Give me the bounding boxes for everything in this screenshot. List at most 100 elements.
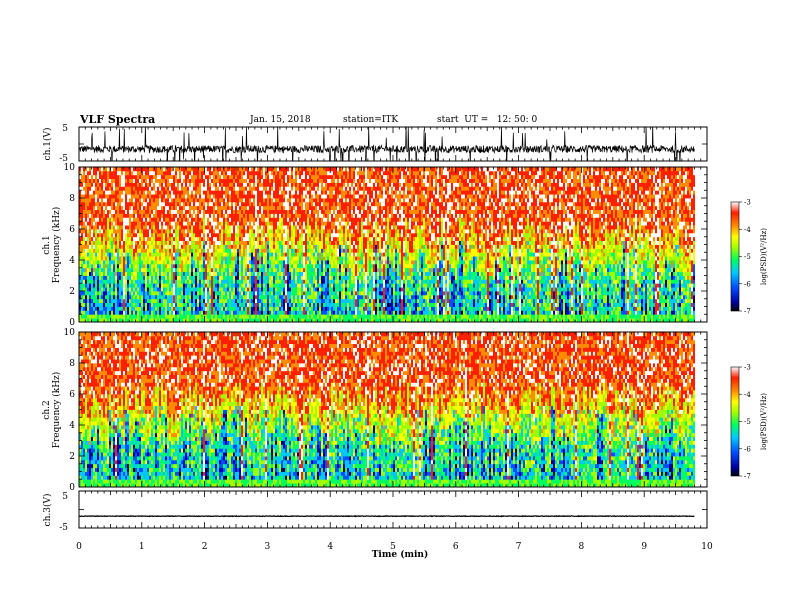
spectrogram-cell (257, 307, 259, 311)
spectrogram-cell (145, 175, 147, 179)
spectrogram-cell (239, 241, 241, 245)
spectrogram-cell (213, 217, 215, 221)
spectrogram-cell (275, 279, 277, 283)
spectrogram-cell (203, 202, 205, 206)
spectrogram-cell (225, 198, 227, 202)
spectrogram-cell (311, 186, 313, 190)
spectrogram-cell (277, 237, 279, 241)
spectrogram-cell (99, 272, 101, 276)
spectrogram-cell (197, 198, 199, 202)
spectrogram-cell (89, 210, 91, 214)
spectrogram-cell (291, 202, 293, 206)
spectrogram-cell (231, 171, 233, 175)
spectrogram-cell (257, 171, 259, 175)
spectrogram-cell (171, 225, 173, 229)
spectrogram-cell (95, 175, 97, 179)
spectrogram-cell (311, 175, 313, 179)
spectrogram-cell (231, 283, 233, 287)
spectrogram-cell (131, 295, 133, 299)
spectrogram-cell (133, 206, 135, 210)
spectrogram-cell (225, 225, 227, 229)
spectrogram-cell (223, 264, 225, 268)
spectrogram-cell (161, 310, 163, 314)
spectrogram-cell (155, 252, 157, 256)
spectrogram-cell (305, 307, 307, 311)
spectrogram-cell (297, 175, 299, 179)
spectrogram-cell (297, 241, 299, 245)
spectrogram-cell (159, 183, 161, 187)
spectrogram-cell (243, 229, 245, 233)
spectrogram-cell (135, 206, 137, 210)
spectrogram-cell (115, 214, 117, 218)
spectrogram-cell (265, 179, 267, 183)
spectrogram-cell (231, 221, 233, 225)
spectrogram-cell (283, 210, 285, 214)
spectrogram-cell (293, 237, 295, 241)
spectrogram-cell (165, 190, 167, 194)
spectrogram-cell (85, 186, 87, 190)
spectrogram-cell (195, 279, 197, 283)
ch1-spectrogram-plot (79, 167, 695, 322)
spectrogram-cell (211, 225, 213, 229)
spectrogram-cell (133, 229, 135, 233)
spectrogram-cell (209, 252, 211, 256)
spectrogram-cell (135, 175, 137, 179)
spectrogram-cell (113, 314, 115, 318)
spectrogram-cell (231, 295, 233, 299)
spectrogram-cell (295, 194, 297, 198)
spectrogram-cell (235, 229, 237, 233)
spectrogram-cell (299, 264, 301, 268)
spectrogram-cell (207, 221, 209, 225)
spectrogram-cell (207, 307, 209, 311)
spectrogram-cell (121, 210, 123, 214)
spectrogram-cell (265, 268, 267, 272)
spectrogram-cell (267, 221, 269, 225)
spectrogram-cell (147, 183, 149, 187)
spectrogram-cell (119, 245, 121, 249)
spectrogram-cell (263, 167, 265, 171)
spectrogram-cell (183, 279, 185, 283)
spectrogram-cell (223, 175, 225, 179)
spectrogram-cell (187, 190, 189, 194)
spectrogram-cell (123, 225, 125, 229)
spectrogram-cell (181, 310, 183, 314)
spectrogram-cell (195, 283, 197, 287)
spectrogram-cell (101, 241, 103, 245)
spectrogram-cell (309, 256, 311, 260)
spectrogram-cell (123, 171, 125, 175)
spectrogram-cell (127, 272, 129, 276)
spectrogram-cell (99, 295, 101, 299)
spectrogram-cell (237, 217, 239, 221)
spectrogram-cell (185, 314, 187, 318)
spectrogram-cell (267, 248, 269, 252)
spectrogram-cell (107, 295, 109, 299)
spectrogram-cell (97, 217, 99, 221)
spectrogram-cell (215, 283, 217, 287)
spectrogram-cell (151, 260, 153, 264)
spectrogram-cell (155, 287, 157, 291)
spectrogram-cell (93, 202, 95, 206)
spectrogram-cell (241, 272, 243, 276)
spectrogram-cell (143, 276, 145, 280)
spectrogram-cell (103, 276, 105, 280)
spectrogram-cell (145, 214, 147, 218)
spectrogram-cell (167, 287, 169, 291)
spectrogram-cell (165, 194, 167, 198)
spectrogram-cell (295, 241, 297, 245)
spectrogram-cell (223, 202, 225, 206)
spectrogram-cell (85, 276, 87, 280)
spectrogram-cell (273, 214, 275, 218)
spectrogram-cell (83, 237, 85, 241)
spectrogram-cell (303, 310, 305, 314)
spectrogram-cell (103, 295, 105, 299)
spectrogram-cell (227, 268, 229, 272)
spectrogram-cell (129, 214, 131, 218)
spectrogram-cell (147, 237, 149, 241)
spectrogram-cell (241, 171, 243, 175)
spectrogram-cell (157, 314, 159, 318)
spectrogram-cell (279, 229, 281, 233)
spectrogram-cell (275, 221, 277, 225)
spectrogram-cell (193, 237, 195, 241)
spectrogram-cell (103, 291, 105, 295)
spectrogram-cell (267, 283, 269, 287)
